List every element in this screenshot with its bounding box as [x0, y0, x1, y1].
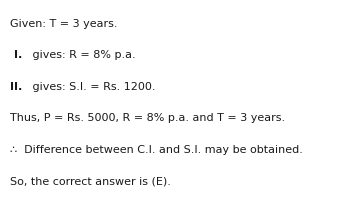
Text: I.: I.	[14, 50, 22, 60]
Text: Thus, P = Rs. 5000, R = 8% p.a. and T = 3 years.: Thus, P = Rs. 5000, R = 8% p.a. and T = …	[10, 113, 285, 123]
Text: ∴  Difference between C.I. and S.I. may be obtained.: ∴ Difference between C.I. and S.I. may b…	[10, 145, 303, 155]
Text: Given: T = 3 years.: Given: T = 3 years.	[10, 19, 118, 29]
Text: gives: R = 8% p.a.: gives: R = 8% p.a.	[29, 50, 136, 60]
Text: So, the correct answer is (E).: So, the correct answer is (E).	[10, 176, 171, 186]
Text: II.: II.	[10, 82, 23, 92]
Text: gives: S.I. = Rs. 1200.: gives: S.I. = Rs. 1200.	[29, 82, 156, 92]
